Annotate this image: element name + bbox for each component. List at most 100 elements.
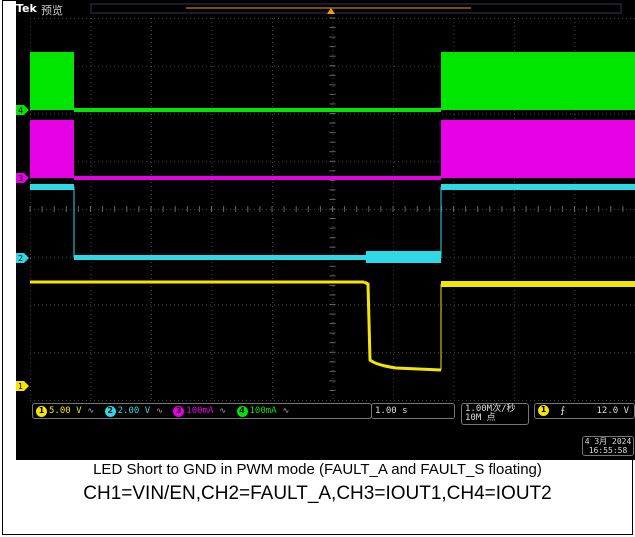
grid-dot bbox=[346, 113, 347, 115]
grid-dot bbox=[514, 242, 515, 243]
grid-dot bbox=[272, 266, 273, 267]
grid-dot bbox=[151, 94, 152, 95]
grid-dot bbox=[194, 161, 195, 163]
grid-dot bbox=[146, 304, 147, 306]
grid-dot bbox=[318, 304, 319, 306]
grid-dot bbox=[194, 400, 195, 401]
grid-dot bbox=[518, 18, 519, 19]
grid-dot bbox=[211, 238, 213, 239]
grid-dot bbox=[30, 342, 31, 343]
grid-dot bbox=[272, 370, 273, 371]
grid-dot bbox=[332, 90, 334, 91]
timebase-box[interactable]: 1.00 s bbox=[371, 403, 455, 419]
grid-dot bbox=[438, 352, 439, 354]
grid-dot bbox=[30, 366, 31, 367]
grid-dot bbox=[82, 113, 83, 115]
grid-dot bbox=[174, 209, 175, 210]
ch1-badge[interactable]: 1 bbox=[36, 405, 47, 417]
grid-dot bbox=[110, 304, 111, 306]
grid-dot bbox=[54, 400, 55, 401]
grid-dot bbox=[211, 90, 213, 91]
grid-dot bbox=[602, 113, 603, 115]
grid-dot bbox=[302, 161, 303, 163]
grid-dot bbox=[211, 166, 213, 167]
grid-dot bbox=[626, 352, 627, 354]
grid-dot bbox=[393, 274, 394, 275]
grid-dot bbox=[30, 250, 31, 251]
ch2-badge[interactable]: 2 bbox=[104, 405, 116, 417]
grid-dot bbox=[378, 65, 379, 67]
grid-dot bbox=[402, 400, 403, 401]
grid-dot bbox=[342, 18, 343, 19]
grid-dot bbox=[574, 400, 575, 401]
grid-dot bbox=[82, 65, 83, 67]
grid-dot bbox=[242, 400, 243, 401]
grid-dot bbox=[350, 18, 351, 19]
grid-dot bbox=[211, 222, 213, 223]
grid-dot bbox=[90, 274, 92, 275]
grid-dot bbox=[334, 400, 335, 401]
trigger-level: 12.0 V bbox=[596, 406, 629, 416]
grid-dot bbox=[30, 334, 31, 335]
grid-dot bbox=[398, 209, 399, 210]
grid-dot bbox=[626, 400, 627, 401]
channel-ground-marker bbox=[16, 253, 29, 263]
grid-dot bbox=[166, 352, 167, 354]
grid-dot bbox=[438, 161, 439, 163]
grid-dot bbox=[393, 226, 394, 227]
grid-dot bbox=[393, 302, 394, 303]
grid-dot bbox=[138, 400, 139, 401]
grid-dot bbox=[332, 326, 334, 327]
grid-dot bbox=[151, 238, 152, 239]
grid-dot bbox=[151, 198, 152, 199]
grid-dot bbox=[198, 113, 199, 115]
grid-dot bbox=[394, 161, 395, 163]
grid-dot bbox=[453, 178, 455, 179]
grid-dot bbox=[158, 352, 159, 354]
grid-dot bbox=[151, 106, 152, 107]
grid-dot bbox=[622, 352, 623, 354]
ch3-badge[interactable]: 3 bbox=[173, 405, 185, 417]
grid-dot bbox=[422, 65, 423, 67]
grid-dot bbox=[382, 161, 383, 163]
ch4-badge[interactable]: 4 bbox=[236, 405, 248, 417]
grid-dot bbox=[630, 352, 631, 354]
grid-dot bbox=[230, 18, 231, 19]
grid-dot bbox=[606, 256, 607, 258]
grid-dot bbox=[453, 290, 455, 291]
grid-dot bbox=[514, 214, 515, 215]
grid-dot bbox=[151, 166, 152, 167]
grid-dot bbox=[122, 304, 123, 306]
grid-dot bbox=[106, 18, 107, 19]
grid-dot bbox=[272, 346, 273, 347]
trigger-box[interactable]: 1 ⨍ 12.0 V bbox=[534, 403, 635, 419]
grid-dot bbox=[453, 262, 455, 263]
grid-dot bbox=[190, 65, 191, 67]
grid-dot bbox=[230, 161, 231, 163]
grid-dot bbox=[30, 266, 31, 267]
grid-dot bbox=[211, 122, 213, 123]
grid-dot bbox=[390, 65, 391, 67]
grid-dot bbox=[272, 38, 273, 39]
grid-dot bbox=[510, 304, 511, 306]
grid-dot bbox=[454, 256, 455, 258]
grid-dot bbox=[453, 194, 455, 195]
grid-dot bbox=[478, 113, 479, 115]
grid-dot bbox=[62, 400, 63, 401]
grid-dot bbox=[298, 304, 299, 306]
channel-scales-bar[interactable]: 1 5.00 V ∿ 2 2.00 V ∿ 3 100mA ∿ 4 100mA ∿ bbox=[32, 403, 372, 419]
grid-dot bbox=[630, 209, 631, 210]
grid-dot bbox=[426, 18, 427, 19]
grid-dot bbox=[211, 338, 213, 339]
grid-dot bbox=[393, 34, 394, 35]
grid-dot bbox=[332, 306, 334, 307]
grid-dot bbox=[162, 113, 163, 115]
grid-dot bbox=[314, 209, 315, 210]
grid-dot bbox=[170, 113, 171, 115]
grid-dot bbox=[550, 256, 551, 258]
grid-dot bbox=[110, 352, 111, 354]
grid-dot bbox=[254, 161, 255, 163]
grid-dot bbox=[410, 18, 411, 19]
grid-dot bbox=[393, 358, 394, 359]
acquisition-box[interactable]: 1.00M次/秒 10M 点 bbox=[461, 403, 529, 425]
